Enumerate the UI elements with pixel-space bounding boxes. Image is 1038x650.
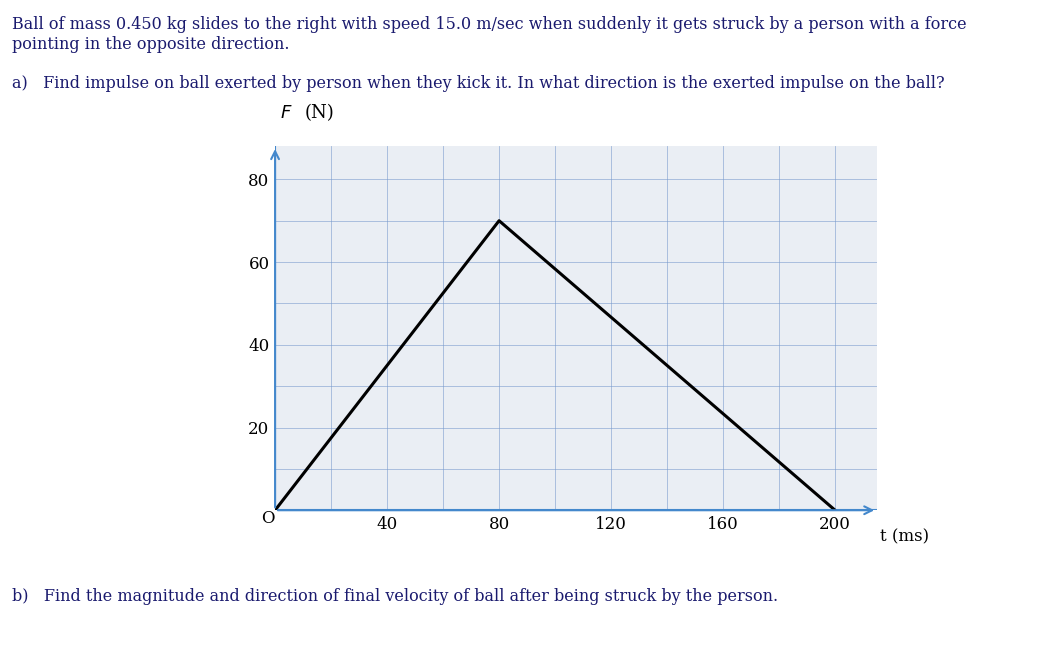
Text: O: O bbox=[262, 510, 275, 527]
Text: a)   Find impulse on ball exerted by person when they kick it. In what direction: a) Find impulse on ball exerted by perso… bbox=[12, 75, 945, 92]
Text: $\mathit{F}$: $\mathit{F}$ bbox=[280, 104, 293, 122]
Text: t (ms): t (ms) bbox=[880, 529, 929, 546]
Text: Ball of mass 0.450 kg slides to the right with speed 15.0 m/sec when suddenly it: Ball of mass 0.450 kg slides to the righ… bbox=[12, 16, 967, 33]
Text: pointing in the opposite direction.: pointing in the opposite direction. bbox=[12, 36, 290, 53]
Text: (N): (N) bbox=[304, 104, 334, 122]
Text: b)   Find the magnitude and direction of final velocity of ball after being stru: b) Find the magnitude and direction of f… bbox=[12, 588, 778, 605]
